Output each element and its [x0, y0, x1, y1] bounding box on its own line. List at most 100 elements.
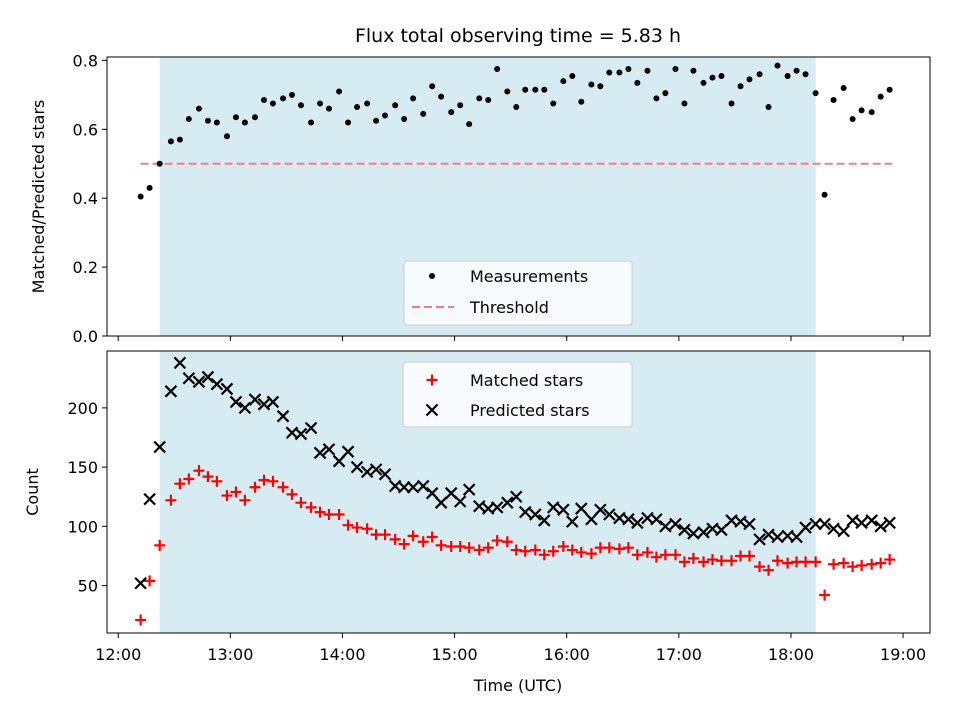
- matched-star-point: [277, 481, 289, 493]
- legend-matched-marker: [426, 374, 438, 386]
- measurement-point: [326, 105, 333, 112]
- x-tick-label: 16:00: [544, 645, 590, 664]
- measurement-point: [364, 100, 371, 107]
- measurement-point: [737, 83, 744, 90]
- top-y-axis-label: Matched/Predicted stars: [29, 100, 48, 294]
- top-y-tick-label: 0.4: [73, 189, 98, 208]
- measurement-point: [252, 114, 259, 121]
- chart-title: Flux total observing time = 5.83 h: [355, 25, 681, 47]
- predicted-star-point: [143, 492, 156, 506]
- predicted-star-point: [837, 524, 850, 538]
- measurement-point: [354, 103, 361, 110]
- matched-star-point: [154, 539, 166, 551]
- predicted-star-point: [369, 463, 383, 476]
- measurement-point: [260, 97, 267, 104]
- matched-star-point: [305, 501, 317, 513]
- matched-star-point: [763, 564, 775, 576]
- matched-star-point: [286, 488, 298, 500]
- x-tick-label: 18:00: [768, 645, 814, 664]
- predicted-star-point: [248, 393, 262, 406]
- matched-star-point: [473, 544, 485, 556]
- measurement-point: [232, 114, 239, 121]
- predicted-star-point: [472, 499, 486, 513]
- matched-star-point: [501, 536, 513, 548]
- measurement-point: [653, 95, 660, 102]
- predicted-star-point: [406, 480, 420, 494]
- predicted-star-point: [462, 483, 476, 496]
- legend-predicted-marker: [425, 403, 439, 417]
- predicted-star-point: [631, 516, 644, 530]
- measurement-point: [756, 71, 763, 78]
- measurement-point: [700, 79, 707, 86]
- measurement-point: [532, 86, 539, 93]
- predicted-star-point: [425, 486, 439, 500]
- matched-star-point: [333, 509, 345, 521]
- measurement-point: [793, 67, 800, 74]
- matched-star-point: [454, 541, 466, 553]
- matched-star-point: [398, 538, 410, 550]
- matched-star-point: [566, 544, 578, 556]
- matched-star-point: [828, 558, 840, 570]
- matched-star-point: [417, 536, 429, 548]
- matched-star-point: [669, 549, 681, 561]
- measurement-point: [289, 91, 296, 98]
- predicted-star-point: [557, 503, 570, 517]
- matched-star-point: [810, 556, 822, 568]
- top-y-tick-label: 0.0: [73, 327, 98, 346]
- measurement-point: [690, 67, 697, 74]
- predicted-star-point: [734, 515, 747, 528]
- matched-star-point: [230, 486, 242, 498]
- measurement-point: [280, 95, 287, 102]
- measurement-point: [830, 97, 837, 104]
- measurement-point: [382, 112, 389, 119]
- predicted-star-point: [518, 505, 532, 519]
- bottom-y-tick-label: 150: [67, 458, 98, 477]
- matched-star-point: [698, 556, 710, 568]
- predicted-star-point: [809, 517, 822, 531]
- measurement-point: [812, 90, 819, 97]
- predicted-star-point: [134, 576, 147, 590]
- matched-star-point: [463, 542, 475, 554]
- matched-star-point: [613, 543, 625, 555]
- matched-star-point: [538, 549, 550, 561]
- measurement-point: [185, 116, 192, 122]
- measurement-point: [429, 83, 436, 90]
- measurement-point: [606, 69, 613, 76]
- measurement-point: [672, 66, 679, 73]
- measurement-point: [494, 66, 501, 73]
- measurement-point: [765, 103, 772, 110]
- matched-star-point: [659, 549, 671, 561]
- predicted-star-point: [855, 516, 868, 530]
- matched-star-point: [389, 533, 401, 545]
- predicted-star-point: [753, 533, 766, 546]
- matched-star-point: [838, 557, 850, 569]
- x-axis-label: Time (UTC): [473, 676, 562, 695]
- matched-star-point: [650, 551, 662, 563]
- measurement-point: [840, 85, 847, 91]
- measurement-point: [485, 97, 492, 104]
- predicted-star-point: [715, 523, 728, 537]
- measurement-point: [504, 88, 511, 95]
- matched-star-point: [622, 542, 634, 554]
- matched-star-point: [342, 519, 354, 531]
- measurement-point: [821, 191, 828, 198]
- measurement-point: [709, 74, 716, 81]
- matched-star-point: [800, 556, 812, 568]
- measurement-point: [213, 119, 220, 126]
- measurement-point: [522, 86, 529, 93]
- predicted-star-point: [650, 512, 663, 526]
- predicted-star-point: [341, 445, 355, 458]
- matched-star-point: [510, 544, 522, 556]
- predicted-star-point: [322, 443, 336, 456]
- matched-star-point: [426, 531, 438, 543]
- matched-star-point: [193, 465, 205, 477]
- matched-star-point: [435, 539, 447, 551]
- predicted-star-point: [790, 530, 803, 544]
- measurement-point: [868, 109, 875, 116]
- predicted-star-point: [229, 395, 243, 409]
- top-legend-box: [403, 260, 633, 326]
- measurement-point: [457, 102, 464, 109]
- matched-star-point: [174, 478, 186, 490]
- predicted-star-point: [594, 503, 607, 517]
